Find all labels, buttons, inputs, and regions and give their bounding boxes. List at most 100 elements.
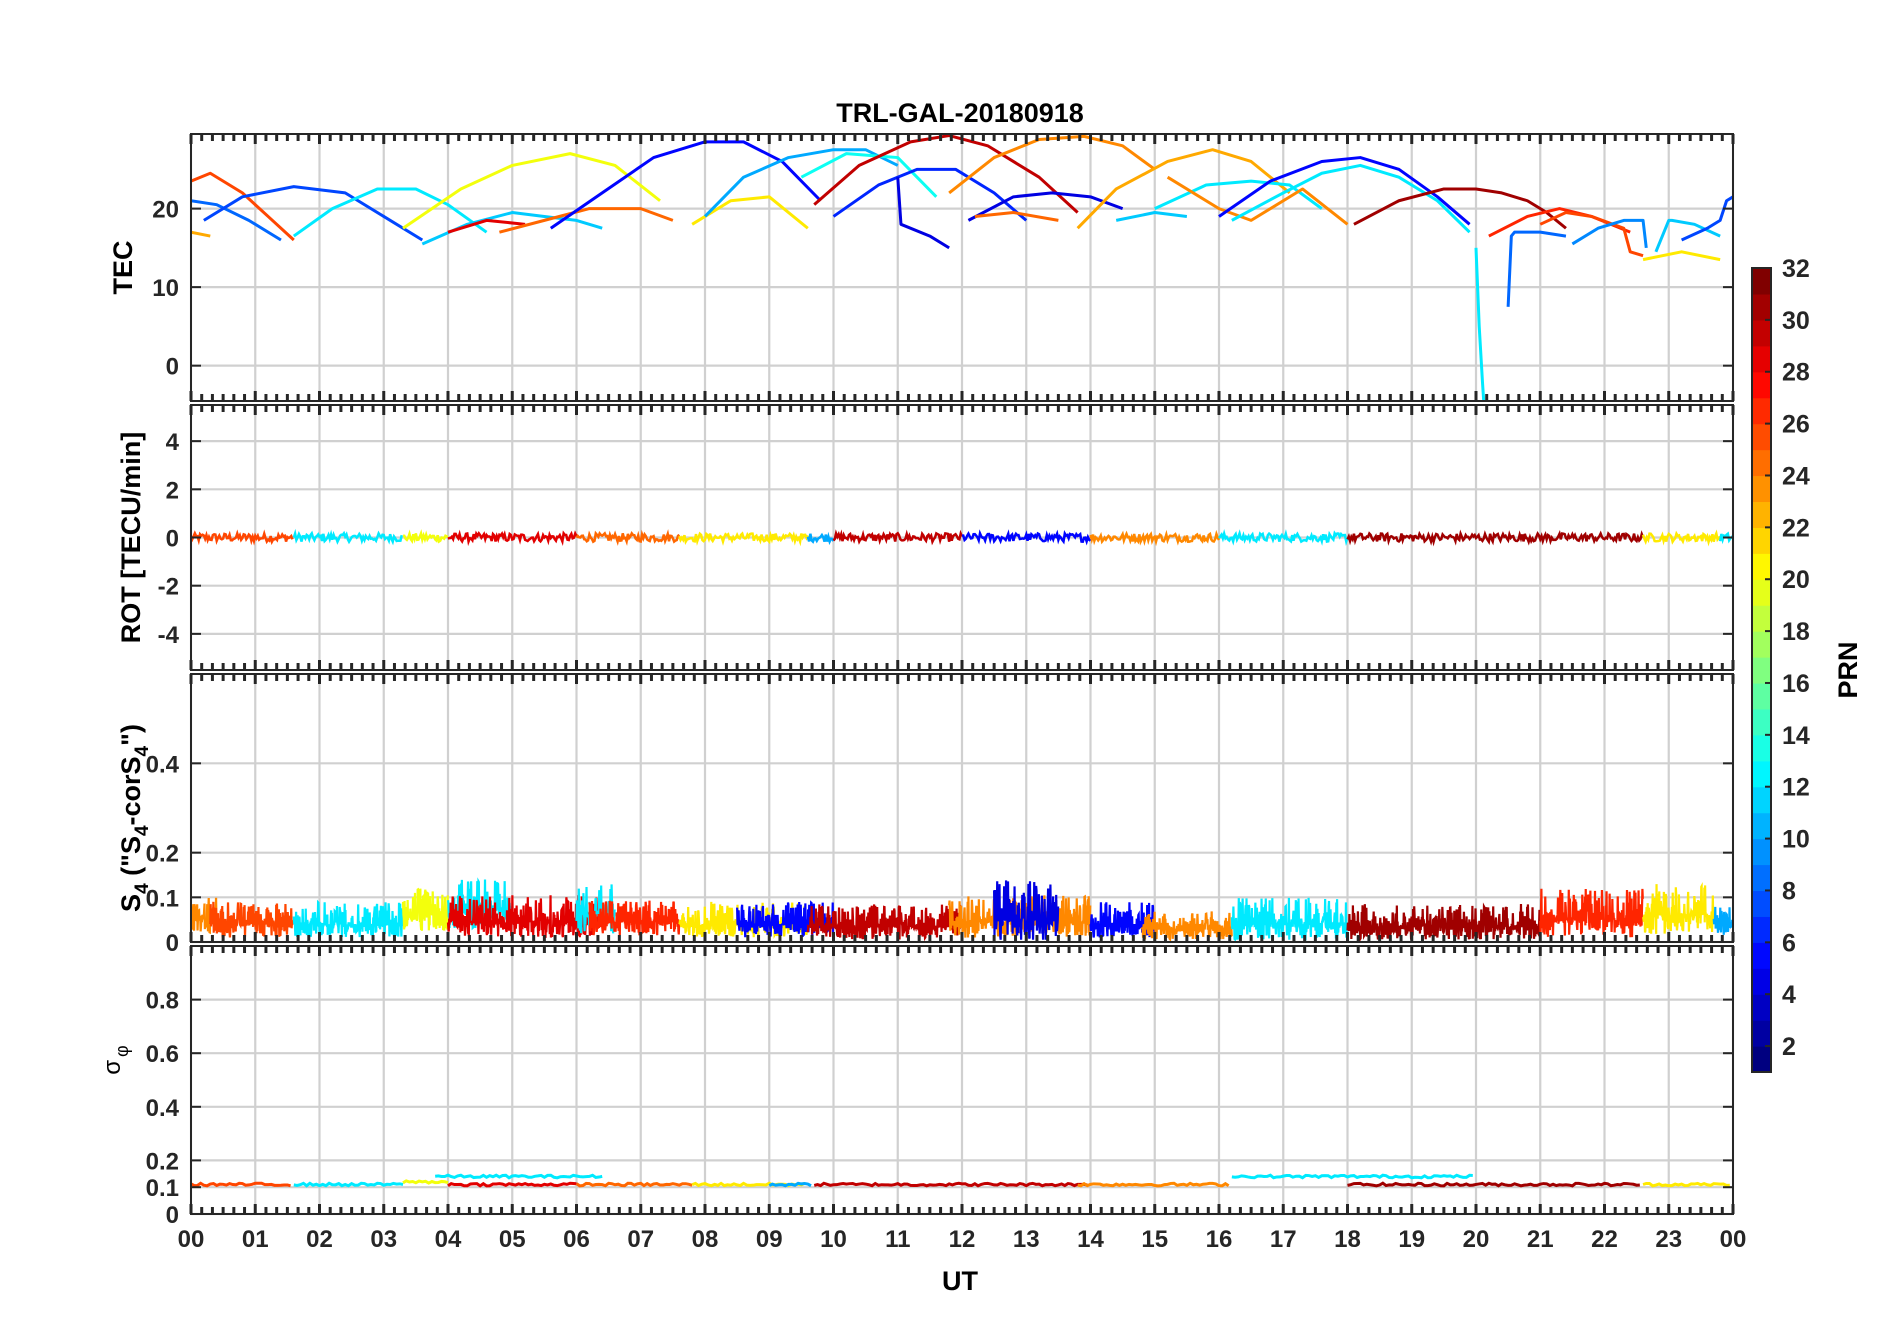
tec-series-prn-24	[1166, 175, 1349, 226]
colorbar-swatch	[1752, 475, 1771, 503]
colorbar-swatch	[1752, 994, 1771, 1021]
colorbar-tick-label: 4	[1782, 981, 1796, 1009]
tec-series-prn-10	[703, 148, 899, 218]
s4-series-prn-31	[1346, 902, 1541, 942]
x-tick-label: 16	[1206, 1226, 1233, 1253]
rot-series-prn-10	[806, 531, 835, 546]
colorbar-swatch	[1752, 786, 1771, 814]
colorbar-tick-label: 20	[1782, 566, 1810, 594]
y-tick-label: 4	[166, 429, 180, 456]
sigma-series-prn-12	[1231, 1173, 1473, 1180]
colorbar-swatch	[1752, 319, 1771, 347]
y-axis-label-part: ("S	[116, 836, 146, 883]
colorbar-tick-label: 28	[1782, 359, 1810, 387]
x-axis-label: UT	[942, 1266, 978, 1296]
colorbar-tick-label: 6	[1782, 929, 1796, 957]
x-tick-label: 20	[1463, 1226, 1490, 1253]
colorbar-swatch	[1752, 916, 1771, 943]
tec-series-prn-4	[896, 177, 950, 250]
colorbar-tick-label: 24	[1782, 462, 1810, 490]
y-tick-label: 2	[166, 477, 179, 504]
y-tick-label: 0	[166, 1202, 179, 1229]
tec-series-prn-7	[1680, 195, 1733, 242]
colorbar-swatch	[1752, 708, 1771, 736]
x-tick-label: 23	[1655, 1226, 1682, 1253]
colorbar-swatch	[1752, 449, 1771, 477]
y-axis-label-part: -corS	[116, 756, 146, 825]
s4-series-prn-10	[1712, 906, 1733, 935]
colorbar-swatch	[1752, 968, 1771, 995]
colorbar-swatch	[1752, 890, 1771, 917]
tec-series-prn-20	[402, 152, 661, 230]
tec-series-prn-29	[447, 218, 526, 234]
rot-series-prn-24	[1089, 529, 1221, 547]
tec-series-prn-13	[800, 152, 938, 198]
colorbar-tick-label: 26	[1782, 411, 1810, 439]
panel-rot: -4 -2 0 2 4 ROT [TECU/min]	[116, 404, 1735, 671]
y-tick-label: 0.2	[146, 841, 179, 868]
x-tick-label: 02	[306, 1226, 333, 1253]
colorbar-swatch	[1752, 397, 1771, 425]
y-axis-label-part: ")	[116, 724, 146, 746]
panel-tec: 0 10 20 TEC	[108, 133, 1735, 402]
tec-series-prn-23	[1076, 148, 1291, 230]
x-tick-label: 05	[499, 1226, 526, 1253]
tec-series-prn-23	[191, 230, 211, 238]
y-tick-label: 20	[152, 197, 179, 224]
colorbar-tick-label: 16	[1782, 670, 1810, 698]
y-tick-label: 0.4	[146, 1095, 180, 1122]
panel-s4: 00.10.20.4S4 ("S4-corS4")	[116, 673, 1735, 957]
colorbar-swatch	[1752, 657, 1771, 684]
tec-series-prn-21	[691, 195, 809, 230]
sigma-series-prn-21	[1642, 1181, 1730, 1188]
s4-series-prn-12	[1230, 897, 1349, 942]
rot-series-prn-20	[402, 529, 449, 545]
x-tick-label: 11	[885, 1226, 910, 1253]
colorbar-tick-label: 2	[1782, 1033, 1796, 1061]
sigma-series-prn-26	[191, 1181, 291, 1188]
tec-series-prn-5	[549, 140, 822, 230]
y-axis-label-part: φ	[112, 1045, 132, 1057]
rot-series-prn-12	[292, 528, 403, 546]
tec-series-prn-5	[1218, 156, 1471, 226]
colorbar-swatch	[1752, 1020, 1771, 1047]
tec-series-prn-26	[191, 171, 295, 242]
y-tick-label: 0	[166, 354, 179, 381]
y-tick-label: 0	[166, 526, 179, 553]
y-axis-label: ROT [TECU/min]	[116, 432, 146, 643]
rot-series-prn-30	[832, 529, 964, 546]
colorbar-swatch	[1752, 864, 1771, 892]
x-tick-label: 12	[949, 1226, 976, 1253]
tec-series-prn-12	[1474, 247, 1486, 401]
colorbar-frame	[1751, 267, 1772, 1073]
colorbar-swatch	[1752, 605, 1771, 632]
sigma-series-prn-25	[575, 1181, 693, 1188]
x-tick-label: 09	[756, 1226, 783, 1253]
y-axis-label-part: S	[116, 894, 146, 912]
tec-series-prn-25	[499, 207, 674, 234]
s4-series-prn-24	[1140, 911, 1233, 942]
colorbar-label: PRN	[1833, 641, 1863, 698]
colorbar-swatch	[1752, 527, 1771, 554]
rot-series-prn-25	[575, 529, 681, 546]
colorbar-swatch	[1752, 734, 1771, 762]
x-tick-label: 00	[178, 1226, 205, 1253]
x-tick-label: 07	[627, 1226, 654, 1253]
colorbar-swatch	[1752, 501, 1771, 528]
colorbar-tick-label: 22	[1782, 514, 1810, 542]
tec-series-prn-8	[191, 199, 282, 242]
x-tick-label: 06	[563, 1226, 590, 1253]
y-tick-label: 0.4	[146, 751, 180, 778]
y-axis-label: σφ	[99, 1045, 132, 1074]
rot-series-prn-5	[961, 529, 1092, 546]
x-tick-label: 19	[1398, 1226, 1425, 1253]
y-tick-label: 0.1	[146, 1175, 179, 1202]
sigma-series-prn-30	[813, 1181, 1088, 1188]
y-tick-label: 0.8	[146, 988, 179, 1015]
x-tick-label: 22	[1591, 1226, 1618, 1253]
colorbar-swatch	[1752, 345, 1771, 373]
tec-series-prn-12	[292, 187, 488, 238]
x-tick-label: 08	[692, 1226, 719, 1253]
